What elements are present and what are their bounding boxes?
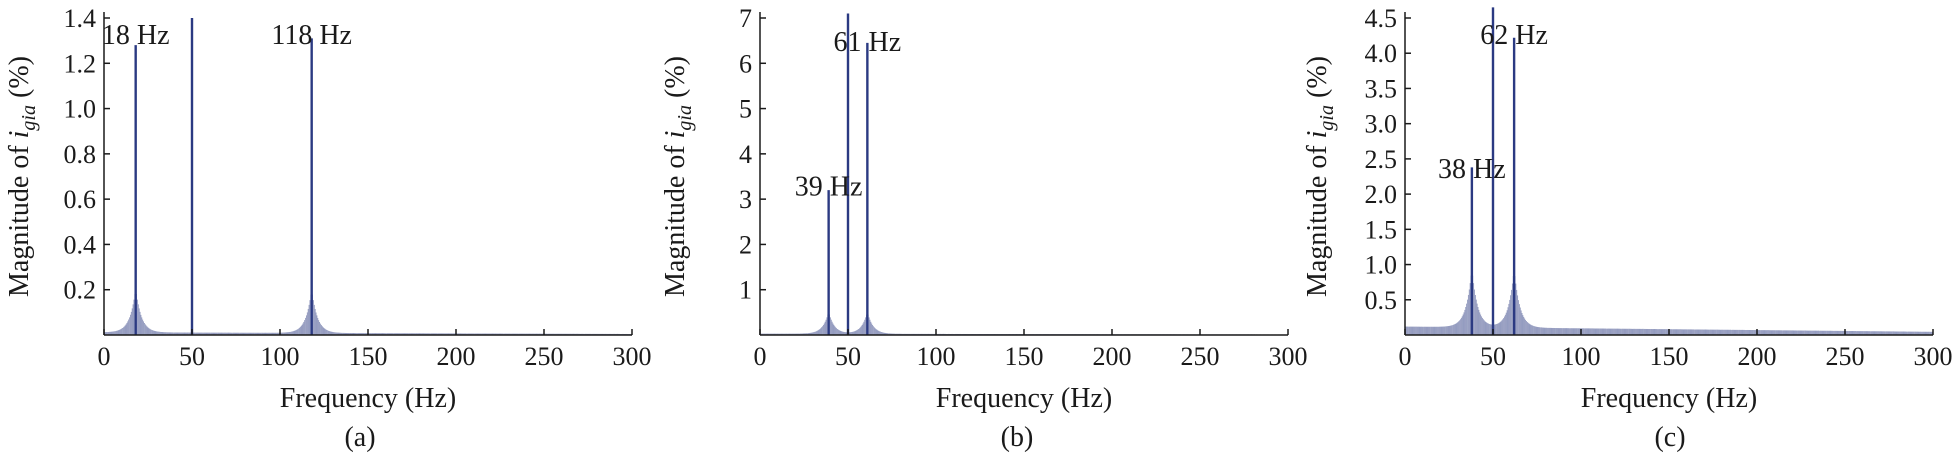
y-tick-label: 0.2 [64, 276, 97, 305]
spectrum-floor-bars [104, 287, 632, 335]
chart-panel-c: 0 50 100 150 200 250 300 0.5 1.0 1.5 2.0 2.5 3.0 3.5 4… [1302, 4, 1953, 453]
y-tick-label: 7 [739, 4, 752, 33]
y-tick-label: 0.6 [64, 185, 97, 214]
y-axis-title: Magnitude of igia (%) [1302, 56, 1338, 297]
y-tick-label: 1.0 [1365, 251, 1398, 280]
y-axis-title: Magnitude of igia (%) [4, 56, 40, 297]
x-tick-label: 100 [917, 342, 956, 371]
panel-caption: (a) [344, 422, 375, 453]
chart-panel-b: 0 50 100 150 200 250 300 1 2 3 4 5 6 7 39 Hz 61 Hz Frequ… [660, 4, 1308, 453]
peak-annotation: 62 Hz [1480, 20, 1548, 51]
y-tick-label: 2.5 [1365, 145, 1398, 174]
y-tick-label: 3.5 [1365, 74, 1398, 103]
panel-caption: (c) [1654, 422, 1685, 453]
x-tick-label: 50 [1480, 342, 1506, 371]
y-tick-label: 1.2 [64, 49, 97, 78]
peak-annotation: 118 Hz [271, 20, 352, 51]
x-tick-label: 150 [1650, 342, 1689, 371]
panel-caption: (b) [1001, 422, 1034, 453]
x-axis-title: Frequency (Hz) [1581, 383, 1757, 414]
y-tick-label: 3 [739, 185, 752, 214]
y-tick-label: 4.5 [1365, 4, 1398, 33]
x-tick-label: 50 [179, 342, 205, 371]
x-tick-label: 0 [1399, 342, 1412, 371]
peak-annotation: 38 Hz [1438, 154, 1506, 185]
y-tick-label: 4.0 [1365, 39, 1398, 68]
y-axis-title: Magnitude of igia (%) [660, 56, 696, 297]
y-tick-label: 1.4 [64, 4, 97, 33]
peak-annotation: 18 Hz [102, 20, 170, 51]
chart-panel-a: 0 50 100 150 200 250 3000.20.40.60.81.01.21.41… [4, 4, 652, 453]
x-tick-label: 100 [1562, 342, 1601, 371]
y-tick-label: 0.8 [64, 140, 97, 169]
peak-annotation: 61 Hz [834, 27, 902, 58]
y-tick-label: 1.0 [64, 95, 97, 124]
x-tick-label: 300 [1914, 342, 1953, 371]
y-tick-label: 1 [739, 276, 752, 305]
y-tick-label: 3.0 [1365, 110, 1398, 139]
y-tick-label: 5 [739, 95, 752, 124]
x-tick-label: 150 [1005, 342, 1044, 371]
x-axis-title: Frequency (Hz) [280, 383, 456, 414]
x-axis-title: Frequency (Hz) [936, 383, 1112, 414]
x-tick-label: 0 [754, 342, 767, 371]
x-tick-label: 250 [525, 342, 564, 371]
x-tick-label: 300 [613, 342, 652, 371]
y-tick-label: 4 [739, 140, 752, 169]
x-tick-label: 150 [349, 342, 388, 371]
x-tick-label: 300 [1269, 342, 1308, 371]
y-tick-label: 0.4 [64, 230, 97, 259]
x-tick-label: 50 [835, 342, 861, 371]
x-tick-label: 0 [98, 342, 111, 371]
x-tick-label: 100 [261, 342, 300, 371]
x-tick-label: 200 [1093, 342, 1132, 371]
x-tick-label: 200 [437, 342, 476, 371]
y-tick-label: 0.5 [1365, 286, 1398, 315]
y-tick-label: 2 [739, 230, 752, 259]
x-tick-label: 250 [1826, 342, 1865, 371]
peak-annotation: 39 Hz [795, 172, 863, 203]
y-tick-label: 6 [739, 49, 752, 78]
x-tick-label: 250 [1181, 342, 1220, 371]
y-tick-label: 1.5 [1365, 215, 1398, 244]
y-tick-label: 2.0 [1365, 180, 1398, 209]
x-tick-label: 200 [1738, 342, 1777, 371]
spectrum-floor-bars [1405, 266, 1933, 335]
